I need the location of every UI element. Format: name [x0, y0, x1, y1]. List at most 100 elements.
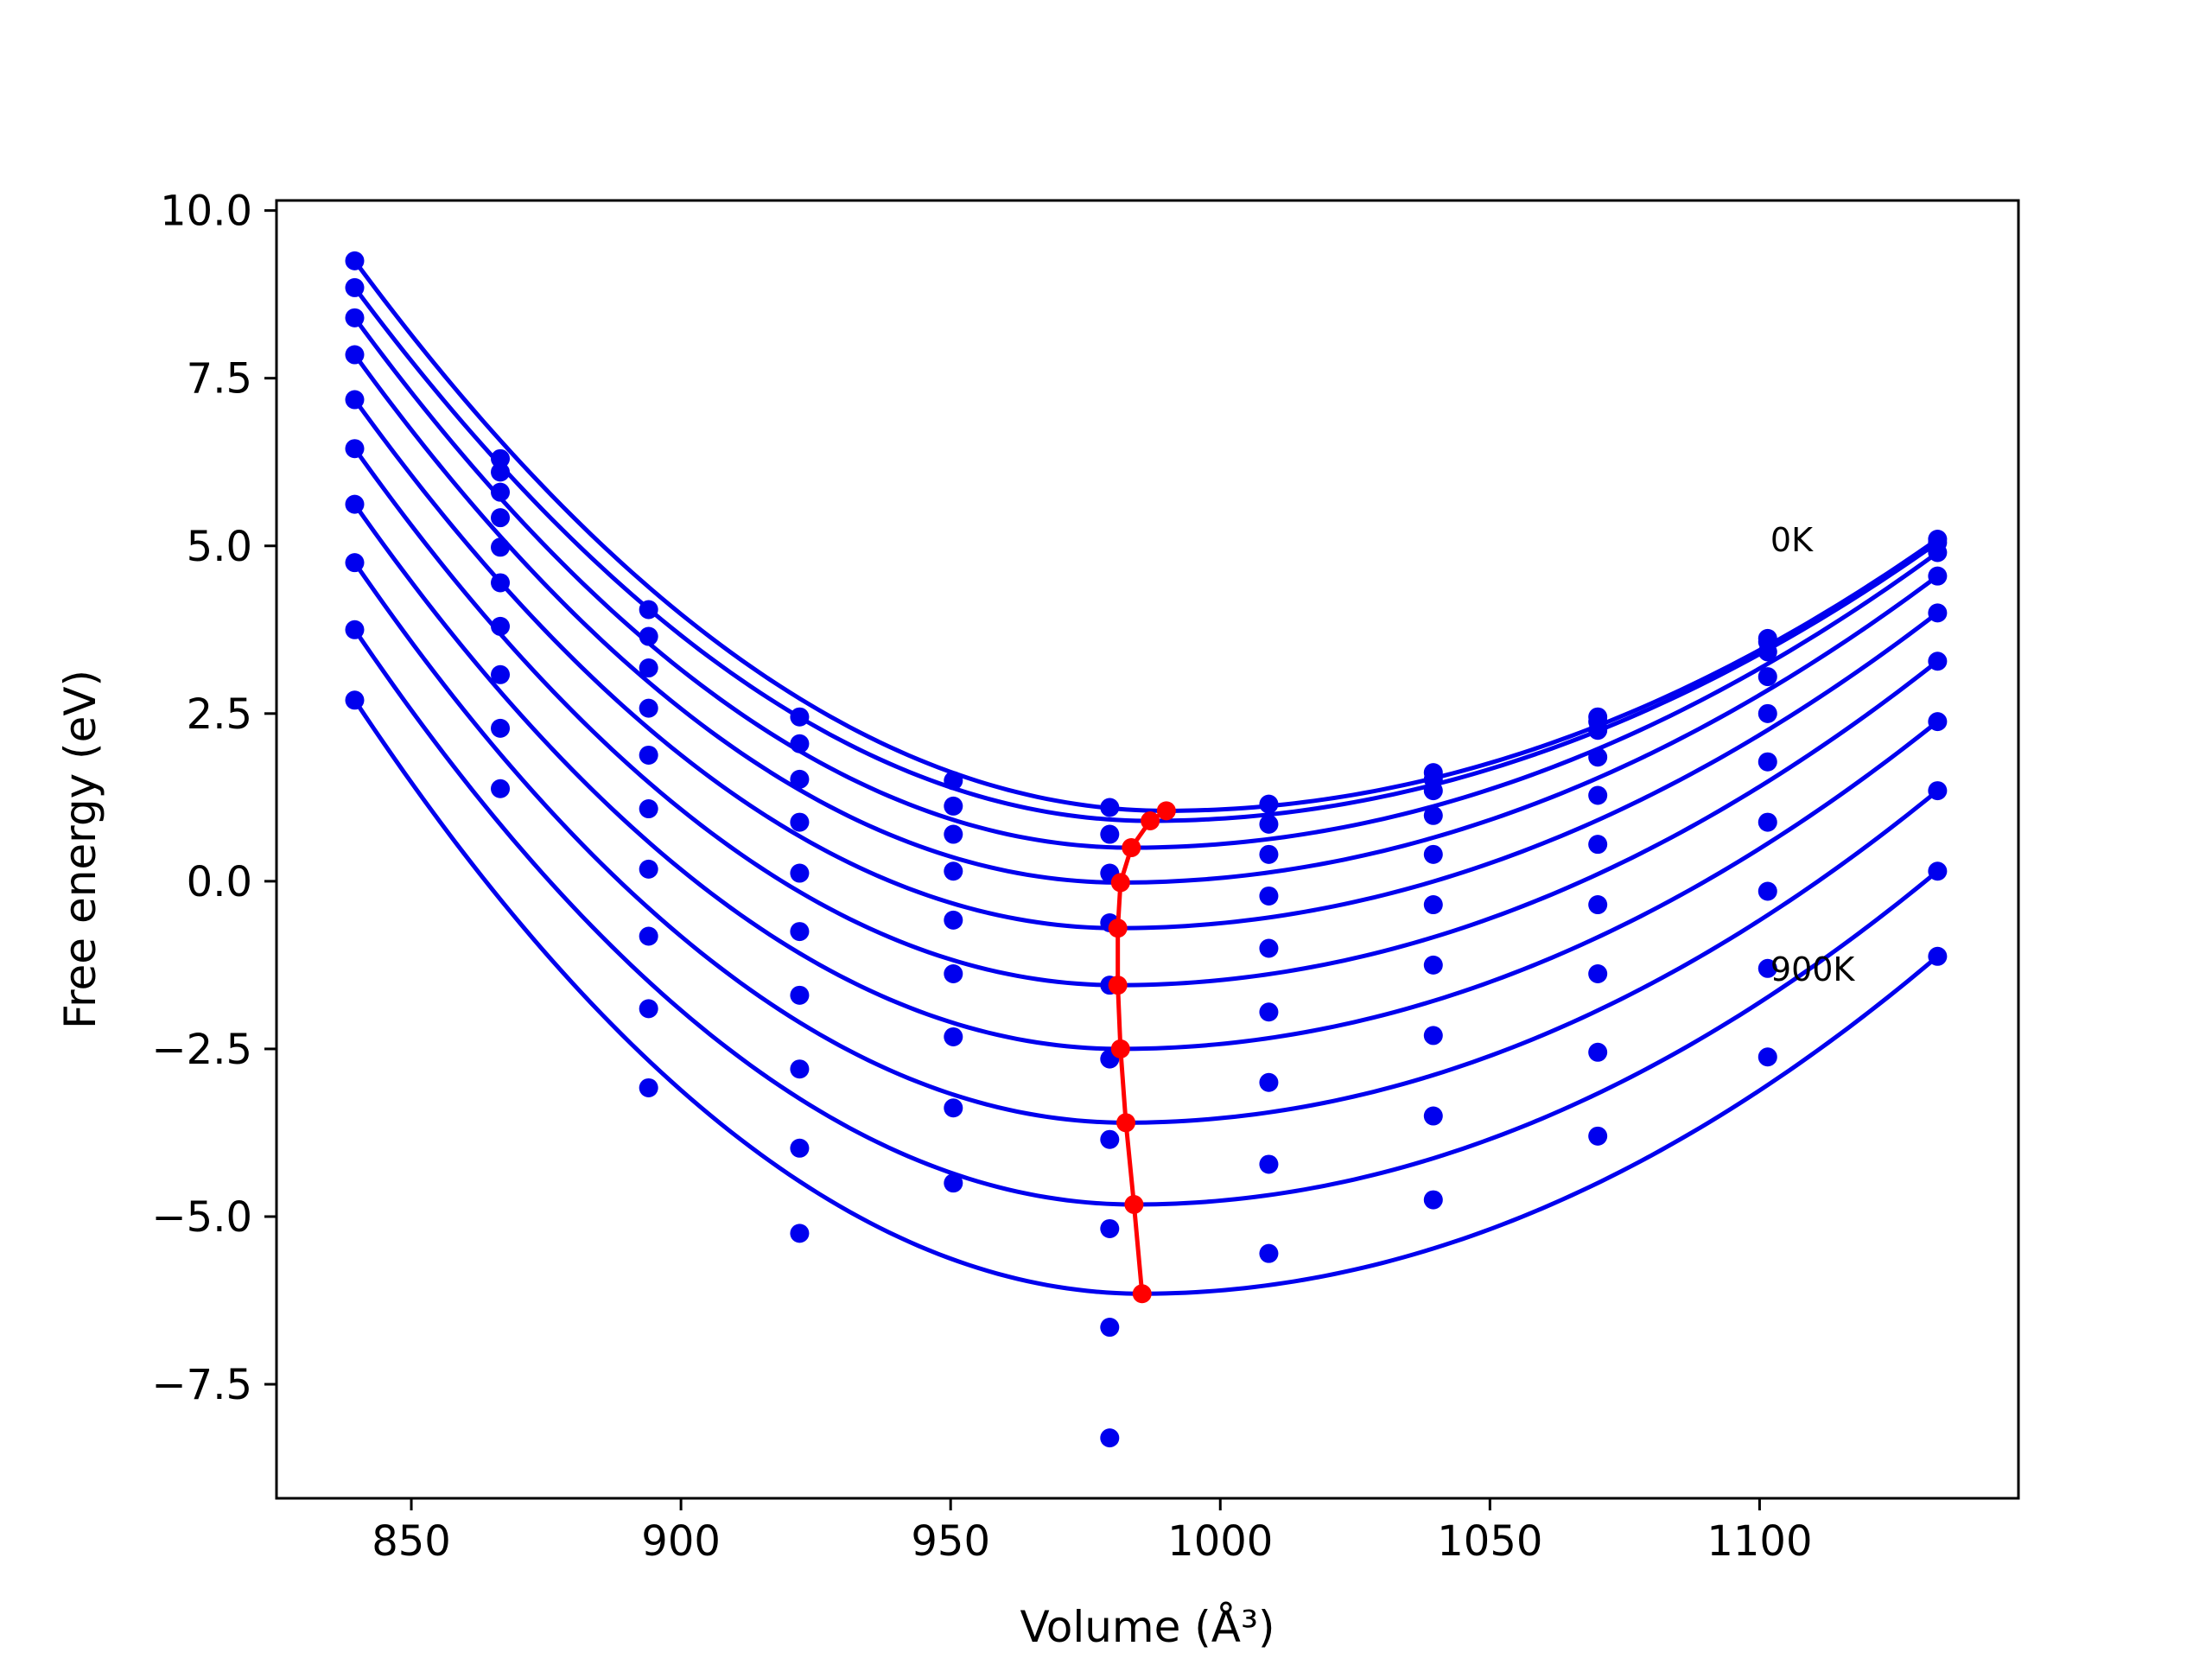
- minimum-point: [1116, 1113, 1136, 1133]
- minimum-curve: [1108, 801, 1176, 1304]
- data-point-100K: [1100, 824, 1120, 844]
- y-tick-label: −7.5: [151, 1361, 252, 1409]
- y-axis-label: Free energy (eV): [55, 670, 105, 1029]
- y-axis-ticks: 10.0 7.5 5.0 2.5 0.0 −2.5 −5.0 −7.5: [151, 188, 276, 1409]
- data-point-700K: [1259, 1154, 1279, 1174]
- minimum-point: [1132, 1284, 1152, 1304]
- data-point-300K: [1758, 667, 1777, 687]
- fit-curve-200K: [353, 316, 1939, 850]
- data-point-600K: [944, 1027, 963, 1046]
- data-point-0K: [790, 707, 810, 727]
- data-point-500K: [790, 922, 810, 942]
- data-point-500K: [345, 439, 365, 459]
- minimum-point: [1122, 838, 1141, 858]
- data-point-200K: [1423, 781, 1443, 801]
- minimum-point: [1108, 918, 1128, 938]
- minimum-point: [1110, 1039, 1130, 1058]
- minimum-point: [1110, 873, 1130, 893]
- x-tick-label: 950: [911, 1517, 990, 1566]
- data-point-200K: [1588, 721, 1608, 741]
- data-point-800K: [639, 999, 658, 1019]
- data-point-900K: [1588, 1126, 1608, 1146]
- plot-frame: [275, 199, 2020, 1500]
- data-point-100K: [790, 734, 810, 753]
- data-point-300K: [944, 861, 963, 881]
- data-point-600K: [1423, 955, 1443, 975]
- minimum-point: [1124, 1195, 1144, 1215]
- data-point-700K: [1758, 881, 1777, 901]
- data-point-900K: [1928, 946, 1948, 966]
- data-point-0K: [1100, 798, 1120, 817]
- data-point-400K: [491, 537, 511, 557]
- data-point-700K: [1423, 1026, 1443, 1046]
- x-axis-label: Volume (Å³): [1020, 1602, 1274, 1652]
- data-point-600K: [1100, 1129, 1120, 1149]
- data-point-0K: [491, 448, 511, 468]
- minimum-point: [1108, 976, 1128, 995]
- data-point-600K: [1928, 712, 1948, 732]
- data-point-300K: [790, 812, 810, 832]
- data-point-600K: [1588, 895, 1608, 915]
- data-point-500K: [1259, 1002, 1279, 1022]
- data-point-400K: [345, 390, 365, 410]
- data-point-400K: [1588, 785, 1608, 805]
- data-point-800K: [1100, 1318, 1120, 1338]
- data-point-300K: [1423, 805, 1443, 825]
- data-point-800K: [1259, 1243, 1279, 1263]
- data-point-200K: [491, 482, 511, 502]
- data-point-800K: [1758, 958, 1777, 978]
- data-point-200K: [345, 308, 365, 327]
- data-point-400K: [1423, 844, 1443, 864]
- x-tick-label: 1050: [1437, 1517, 1542, 1566]
- data-point-900K: [1100, 1428, 1120, 1448]
- data-point-800K: [1423, 1106, 1443, 1126]
- data-point-300K: [345, 345, 365, 365]
- data-point-700K: [345, 553, 365, 573]
- data-point-0K: [639, 600, 658, 620]
- data-point-200K: [1928, 543, 1948, 563]
- data-point-900K: [491, 779, 511, 798]
- data-point-900K: [1758, 1047, 1777, 1067]
- data-point-600K: [790, 985, 810, 1005]
- data-point-200K: [1259, 844, 1279, 864]
- y-tick-label: 2.5: [187, 690, 252, 739]
- data-point-300K: [1928, 566, 1948, 586]
- minimum-point: [1156, 801, 1176, 821]
- data-point-600K: [491, 616, 511, 636]
- data-point-500K: [1928, 652, 1948, 671]
- data-point-200K: [944, 824, 963, 844]
- data-point-300K: [491, 508, 511, 528]
- data-point-100K: [944, 796, 963, 816]
- data-point-400K: [1928, 603, 1948, 623]
- data-point-700K: [1928, 781, 1948, 801]
- annotation-label: 0K: [1770, 521, 1814, 559]
- data-point-600K: [1259, 1072, 1279, 1092]
- data-point-100K: [345, 277, 365, 297]
- data-point-800K: [491, 718, 511, 738]
- data-point-900K: [639, 1077, 658, 1097]
- fit-curve-500K: [353, 447, 1939, 988]
- data-point-500K: [1423, 895, 1443, 915]
- data-point-400K: [790, 863, 810, 883]
- data-point-200K: [639, 658, 658, 678]
- data-point-200K: [790, 769, 810, 789]
- data-point-600K: [1758, 812, 1777, 832]
- annotation-label: 900K: [1770, 950, 1856, 988]
- data-point-400K: [944, 910, 963, 930]
- data-points: [345, 251, 1948, 1448]
- data-point-900K: [345, 690, 365, 710]
- data-point-600K: [345, 494, 365, 514]
- data-point-500K: [639, 799, 658, 819]
- data-point-400K: [1758, 703, 1777, 723]
- minimum-curve-line: [1116, 809, 1168, 1294]
- fit-curve-400K: [353, 398, 1939, 931]
- data-point-800K: [944, 1173, 963, 1193]
- data-point-700K: [639, 926, 658, 946]
- data-point-700K: [1100, 1218, 1120, 1238]
- x-tick-label: 850: [372, 1517, 451, 1566]
- x-tick-label: 900: [641, 1517, 721, 1566]
- data-point-500K: [1758, 752, 1777, 772]
- data-point-500K: [944, 963, 963, 983]
- data-point-800K: [1588, 1042, 1608, 1062]
